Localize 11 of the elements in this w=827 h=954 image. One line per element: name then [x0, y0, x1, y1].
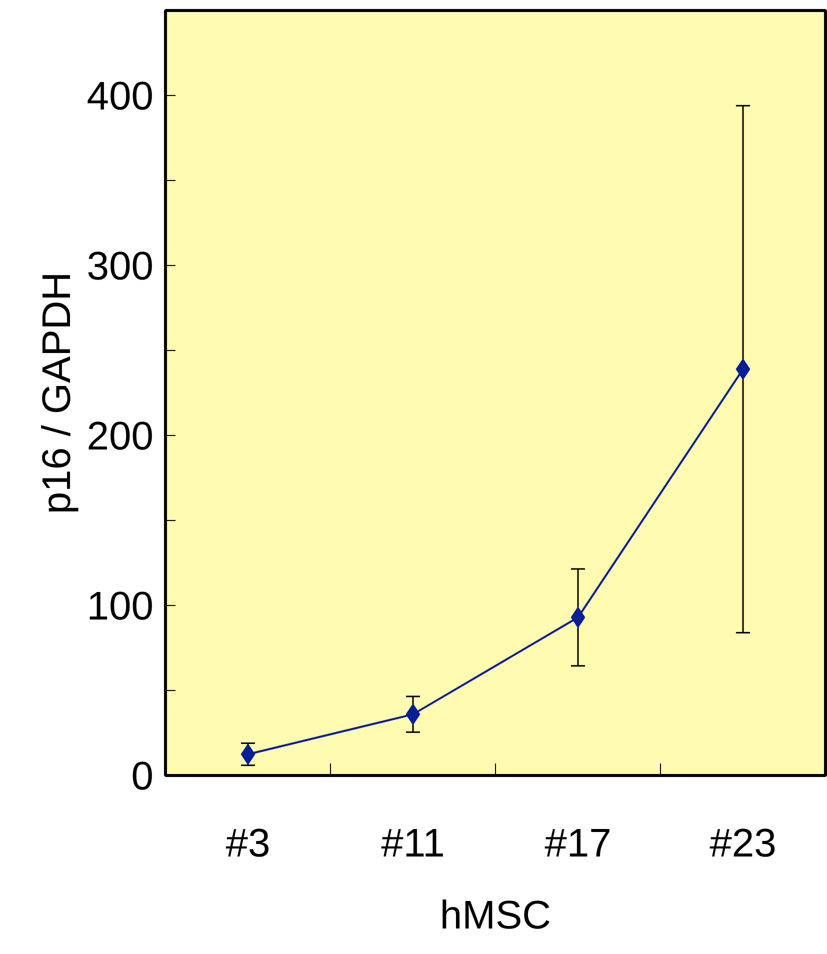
x-tick-label: #23: [710, 822, 776, 866]
y-tick-label: 100: [86, 584, 154, 628]
x-tick-label: #11: [381, 822, 445, 866]
y-tick-label: 200: [86, 414, 154, 458]
y-axis-title: p16 / GAPDH: [34, 272, 79, 514]
y-tick-label: 400: [86, 74, 154, 118]
x-tick-label: #17: [544, 822, 612, 866]
y-tick-label: 300: [86, 244, 154, 288]
x-tick-label: #3: [226, 822, 270, 866]
y-tick-label: 0: [131, 754, 154, 798]
x-axis-title: hMSC: [440, 894, 552, 938]
